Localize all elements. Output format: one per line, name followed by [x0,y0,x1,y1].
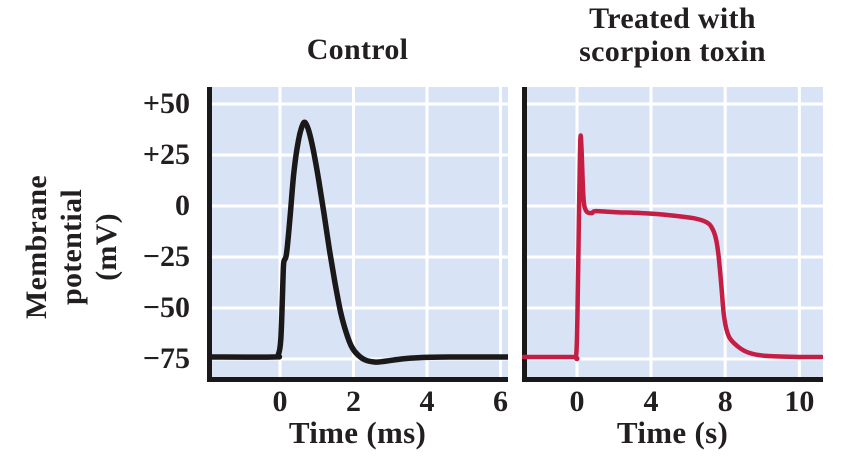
y-tick-label: +50 [142,87,190,120]
x-tick-label: 0 [272,385,288,418]
x-tick-label: 10 [784,385,815,418]
y-tick-label: −50 [142,291,190,324]
toxin-chart-panel: Treated with scorpion toxin 0 4 8 10 Time (… [522,0,823,476]
chart-title-toxin-line-2: scorpion toxin [579,35,766,68]
toxin-x-axis-label: Time (s) [616,415,729,450]
y-tick-label: +25 [142,138,190,171]
x-tick-label: 4 [419,385,435,418]
control-plot [207,87,508,382]
plot-background [209,87,508,382]
x-tick-label: 0 [569,385,585,418]
y-tick-label: 0 [175,189,190,222]
x-tick-label: 4 [643,385,659,418]
chart-title-control: Control [192,33,523,66]
x-tick-label: 8 [717,385,733,418]
membrane-potential-control-curve [207,119,508,365]
control-chart-panel: Control 0 2 4 6 Time (ms) [207,0,508,476]
x-tick-label: 2 [346,385,361,418]
x-tick-label: 6 [493,385,508,418]
y-tick-label: −75 [142,342,190,375]
y-tick-labels: +50 +25 0 −25 −50 −75 [0,0,190,476]
chart-title-control-text: Control [306,33,409,66]
plot-background [524,87,823,382]
control-x-axis-label: Time (ms) [288,415,427,450]
chart-title-toxin-line-1: Treated with [589,2,756,35]
toxin-plot [522,87,823,382]
y-tick-label: −25 [142,240,190,273]
membrane-potential-toxin-curve [522,133,823,362]
chart-title-toxin: Treated with scorpion toxin [507,2,838,68]
